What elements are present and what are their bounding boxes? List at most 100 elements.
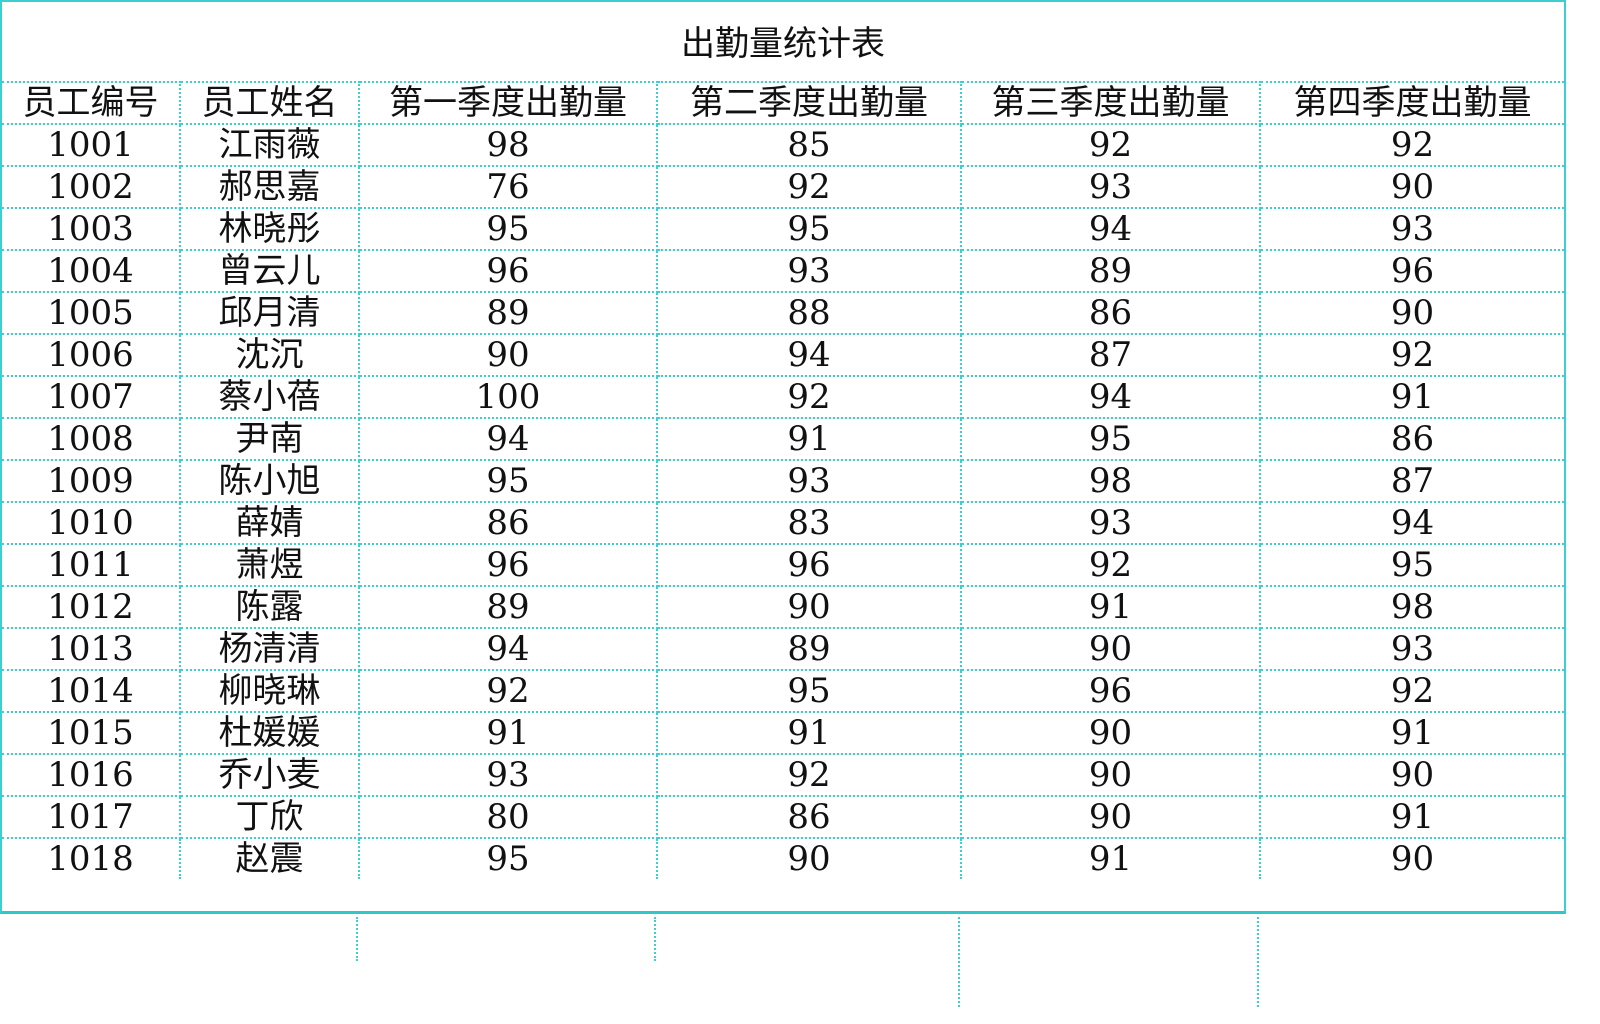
table-cell[interactable]: 98 — [358, 123, 658, 167]
table-cell[interactable]: 91 — [960, 837, 1261, 879]
table-cell[interactable]: 乔小麦 — [179, 753, 360, 797]
table-cell[interactable]: 91 — [1259, 375, 1564, 419]
table-cell[interactable]: 94 — [960, 207, 1261, 251]
table-cell[interactable]: 92 — [960, 543, 1261, 587]
table-cell[interactable]: 76 — [358, 165, 658, 209]
table-cell[interactable]: 90 — [1259, 291, 1564, 335]
table-cell[interactable]: 91 — [1259, 795, 1564, 839]
table-cell[interactable]: 95 — [358, 207, 658, 251]
table-cell[interactable]: 83 — [656, 501, 962, 545]
table-cell[interactable]: 87 — [1259, 459, 1564, 503]
table-cell[interactable]: 93 — [960, 501, 1261, 545]
table-cell[interactable]: 柳晓琳 — [179, 669, 360, 713]
table-cell[interactable]: 92 — [1259, 669, 1564, 713]
table-cell[interactable]: 1010 — [2, 501, 181, 545]
table-cell[interactable]: 95 — [358, 459, 658, 503]
table-cell[interactable]: 蔡小蓓 — [179, 375, 360, 419]
table-cell[interactable]: 86 — [960, 291, 1261, 335]
column-header[interactable]: 员工姓名 — [179, 81, 360, 125]
table-cell[interactable]: 1004 — [2, 249, 181, 293]
table-cell[interactable]: 91 — [960, 585, 1261, 629]
table-cell[interactable]: 98 — [1259, 585, 1564, 629]
table-cell[interactable]: 1001 — [2, 123, 181, 167]
table-cell[interactable]: 95 — [656, 669, 962, 713]
table-cell[interactable]: 94 — [1259, 501, 1564, 545]
table-cell[interactable]: 93 — [656, 459, 962, 503]
table-cell[interactable]: 96 — [656, 543, 962, 587]
table-cell[interactable]: 1012 — [2, 585, 181, 629]
table-cell[interactable]: 丁欣 — [179, 795, 360, 839]
table-cell[interactable]: 1003 — [2, 207, 181, 251]
table-cell[interactable]: 1018 — [2, 837, 181, 879]
table-cell[interactable]: 90 — [960, 753, 1261, 797]
table-cell[interactable]: 曾云儿 — [179, 249, 360, 293]
table-cell[interactable]: 90 — [656, 837, 962, 879]
table-cell[interactable]: 100 — [358, 375, 658, 419]
table-cell[interactable]: 1014 — [2, 669, 181, 713]
table-cell[interactable]: 89 — [960, 249, 1261, 293]
table-cell[interactable]: 98 — [960, 459, 1261, 503]
table-cell[interactable]: 91 — [656, 711, 962, 755]
table-cell[interactable]: 江雨薇 — [179, 123, 360, 167]
table-cell[interactable]: 杜媛媛 — [179, 711, 360, 755]
table-cell[interactable]: 92 — [358, 669, 658, 713]
table-cell[interactable]: 90 — [656, 585, 962, 629]
table-cell[interactable]: 90 — [1259, 753, 1564, 797]
table-cell[interactable]: 94 — [960, 375, 1261, 419]
table-cell[interactable]: 1002 — [2, 165, 181, 209]
table-cell[interactable]: 96 — [358, 543, 658, 587]
table-cell[interactable]: 93 — [1259, 627, 1564, 671]
table-cell[interactable]: 94 — [358, 627, 658, 671]
table-cell[interactable]: 96 — [358, 249, 658, 293]
table-cell[interactable]: 86 — [1259, 417, 1564, 461]
table-cell[interactable]: 92 — [1259, 333, 1564, 377]
table-cell[interactable]: 80 — [358, 795, 658, 839]
table-cell[interactable]: 95 — [656, 207, 962, 251]
table-cell[interactable]: 93 — [358, 753, 658, 797]
table-cell[interactable]: 萧煜 — [179, 543, 360, 587]
table-cell[interactable]: 陈小旭 — [179, 459, 360, 503]
table-cell[interactable]: 92 — [656, 753, 962, 797]
table-cell[interactable]: 93 — [1259, 207, 1564, 251]
table-cell[interactable]: 90 — [960, 711, 1261, 755]
column-header[interactable]: 第三季度出勤量 — [960, 81, 1261, 125]
table-cell[interactable]: 90 — [960, 627, 1261, 671]
table-cell[interactable]: 89 — [358, 585, 658, 629]
table-cell[interactable]: 林晓彤 — [179, 207, 360, 251]
column-header[interactable]: 第二季度出勤量 — [656, 81, 962, 125]
table-cell[interactable]: 1015 — [2, 711, 181, 755]
table-cell[interactable]: 86 — [358, 501, 658, 545]
table-cell[interactable]: 89 — [358, 291, 658, 335]
table-cell[interactable]: 91 — [358, 711, 658, 755]
table-cell[interactable]: 1009 — [2, 459, 181, 503]
column-header[interactable]: 第四季度出勤量 — [1259, 81, 1564, 125]
table-cell[interactable]: 1016 — [2, 753, 181, 797]
sheet-title[interactable]: 出勤量统计表 — [681, 24, 885, 64]
table-cell[interactable]: 96 — [960, 669, 1261, 713]
table-cell[interactable]: 92 — [656, 165, 962, 209]
table-cell[interactable]: 91 — [1259, 711, 1564, 755]
table-cell[interactable]: 96 — [1259, 249, 1564, 293]
table-cell[interactable]: 90 — [960, 795, 1261, 839]
table-cell[interactable]: 95 — [358, 837, 658, 879]
column-header[interactable]: 第一季度出勤量 — [358, 81, 658, 125]
table-cell[interactable]: 90 — [358, 333, 658, 377]
table-cell[interactable]: 94 — [358, 417, 658, 461]
table-cell[interactable]: 86 — [656, 795, 962, 839]
column-header[interactable]: 员工编号 — [2, 81, 181, 125]
table-cell[interactable]: 92 — [1259, 123, 1564, 167]
table-cell[interactable]: 93 — [960, 165, 1261, 209]
table-cell[interactable]: 95 — [960, 417, 1261, 461]
table-cell[interactable]: 1017 — [2, 795, 181, 839]
table-cell[interactable]: 91 — [656, 417, 962, 461]
table-cell[interactable]: 1011 — [2, 543, 181, 587]
table-cell[interactable]: 85 — [656, 123, 962, 167]
table-cell[interactable]: 陈露 — [179, 585, 360, 629]
table-cell[interactable]: 95 — [1259, 543, 1564, 587]
table-cell[interactable]: 88 — [656, 291, 962, 335]
table-cell[interactable]: 1005 — [2, 291, 181, 335]
table-cell[interactable]: 94 — [656, 333, 962, 377]
table-cell[interactable]: 杨清清 — [179, 627, 360, 671]
table-cell[interactable]: 邱月清 — [179, 291, 360, 335]
table-cell[interactable]: 薛婧 — [179, 501, 360, 545]
